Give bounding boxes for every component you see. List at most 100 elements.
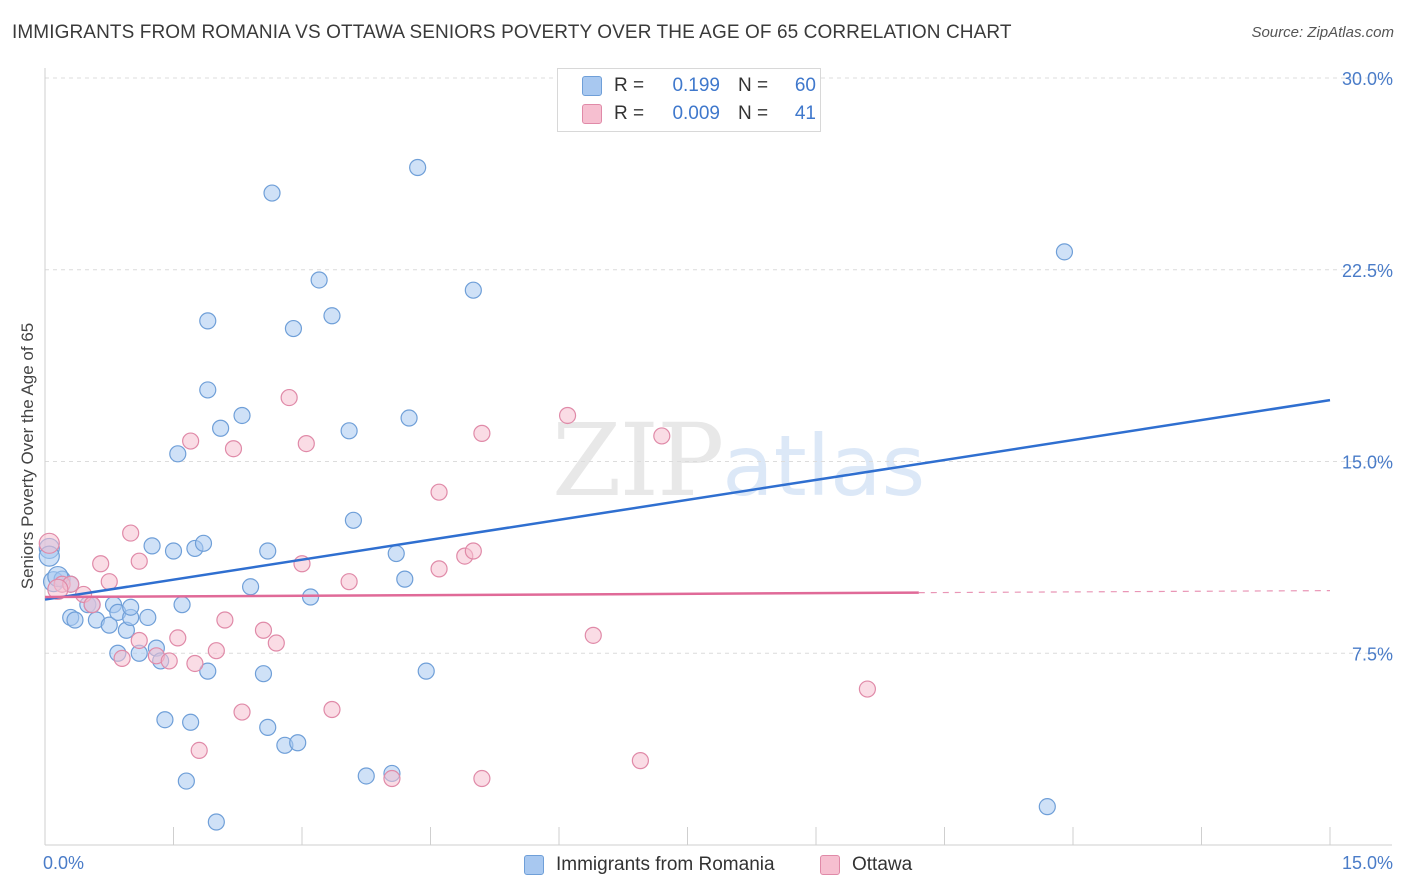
point-romania — [156, 711, 174, 729]
stats-legend: R = 0.199 N = 60 R = 0.009 N = 41 — [557, 68, 821, 132]
point-romania — [396, 570, 414, 588]
point-romania — [344, 511, 362, 529]
axes — [44, 68, 1392, 846]
point-ottawa — [186, 654, 204, 673]
point-ottawa — [122, 524, 140, 542]
tick-labels: 7.5% 15.0% 22.5% 30.0% 0.0% 15.0% Seniors Pove… — [18, 69, 1393, 873]
point-romania — [164, 542, 183, 560]
point-ottawa — [280, 388, 298, 407]
point-romania — [173, 596, 191, 614]
point-ottawa — [473, 769, 491, 788]
source-label: Source: ZipAtlas.com — [1251, 24, 1394, 41]
point-romania — [1038, 798, 1056, 816]
trend-lines — [44, 398, 1331, 601]
point-romania — [199, 312, 217, 330]
data-points — [38, 158, 1074, 831]
point-ottawa — [92, 555, 110, 573]
point-ottawa — [267, 634, 285, 652]
point-romania — [199, 662, 217, 680]
point-ottawa — [190, 741, 208, 760]
point-ottawa — [100, 573, 118, 591]
point-romania — [199, 381, 217, 399]
bottom-legend-romania: Immigrants from Romania — [524, 852, 775, 878]
point-ottawa — [216, 611, 234, 629]
point-ottawa — [130, 631, 148, 650]
bottom-legend-label-ottawa: Ottawa — [852, 854, 913, 875]
chart-title: IMMIGRANTS FROM ROMANIA VS OTTAWA SENIOR… — [12, 22, 1012, 43]
point-ottawa — [631, 752, 649, 770]
point-ottawa — [323, 700, 341, 719]
point-romania — [284, 319, 303, 338]
point-ottawa — [160, 652, 178, 670]
legend-r-value: 0.009 — [672, 103, 720, 124]
point-ottawa — [83, 596, 101, 614]
legend-n-label: N = — [738, 103, 769, 124]
y-tick-label: 7.5% — [1352, 644, 1393, 664]
point-romania — [409, 158, 427, 177]
legend-n-value: 41 — [794, 103, 816, 124]
y-axis-title: Seniors Poverty Over the Age of 65 — [18, 323, 37, 589]
point-ottawa — [254, 621, 273, 639]
point-romania — [122, 598, 140, 616]
legend-row-ottawa: R = 0.009 N = 41 — [582, 101, 816, 127]
point-romania — [259, 542, 277, 560]
point-ottawa — [297, 435, 315, 453]
legend-swatch-romania — [582, 76, 602, 96]
legend-r-value: 0.199 — [672, 75, 720, 96]
point-romania — [417, 662, 435, 680]
point-romania — [100, 616, 118, 634]
point-ottawa — [207, 642, 225, 660]
point-ottawa — [473, 424, 491, 442]
point-romania — [177, 772, 195, 790]
point-romania — [400, 409, 418, 427]
point-ottawa — [38, 532, 60, 554]
point-ottawa — [858, 680, 877, 698]
point-romania — [139, 608, 157, 627]
point-ottawa — [224, 440, 243, 458]
point-romania — [263, 184, 281, 202]
point-romania — [143, 537, 161, 555]
y-tick-label: 22.5% — [1342, 261, 1393, 281]
point-romania — [387, 544, 405, 563]
point-romania — [323, 307, 341, 325]
point-ottawa — [47, 578, 69, 600]
point-romania — [289, 734, 307, 752]
point-ottawa — [430, 560, 448, 578]
point-ottawa — [430, 483, 448, 501]
legend-r-label: R = — [614, 75, 645, 96]
point-romania — [212, 419, 230, 437]
legend-swatch-ottawa — [582, 104, 602, 124]
point-ottawa — [653, 427, 671, 445]
legend-row-romania: R = 0.199 N = 60 — [582, 73, 816, 99]
trend-line-romania — [44, 398, 1331, 601]
point-ottawa — [558, 406, 577, 425]
point-romania — [182, 713, 200, 731]
point-romania — [194, 534, 213, 552]
y-tick-label: 15.0% — [1342, 453, 1393, 473]
legend-n-value: 60 — [794, 75, 816, 96]
point-romania — [233, 406, 251, 425]
point-ottawa — [182, 432, 200, 450]
point-ottawa — [233, 703, 251, 721]
point-romania — [207, 813, 225, 831]
point-romania — [310, 271, 328, 289]
point-ottawa — [584, 626, 602, 644]
point-ottawa — [130, 552, 148, 570]
point-romania — [242, 578, 260, 596]
point-romania — [357, 767, 375, 785]
trend-line-ottawa — [44, 591, 919, 599]
point-ottawa — [113, 649, 131, 667]
point-ottawa — [169, 629, 187, 647]
point-romania — [254, 665, 273, 683]
point-romania — [340, 422, 358, 440]
x-tick-label: 15.0% — [1342, 853, 1393, 873]
y-tick-label: 30.0% — [1342, 69, 1393, 89]
watermark-atlas: atlas — [722, 417, 926, 515]
point-ottawa — [383, 769, 401, 788]
bottom-legend-swatch-ottawa — [820, 855, 840, 875]
legend-r-label: R = — [614, 103, 645, 124]
legend-n-label: N = — [738, 75, 769, 96]
point-ottawa — [464, 542, 482, 560]
x-tick-label: 0.0% — [43, 853, 84, 873]
